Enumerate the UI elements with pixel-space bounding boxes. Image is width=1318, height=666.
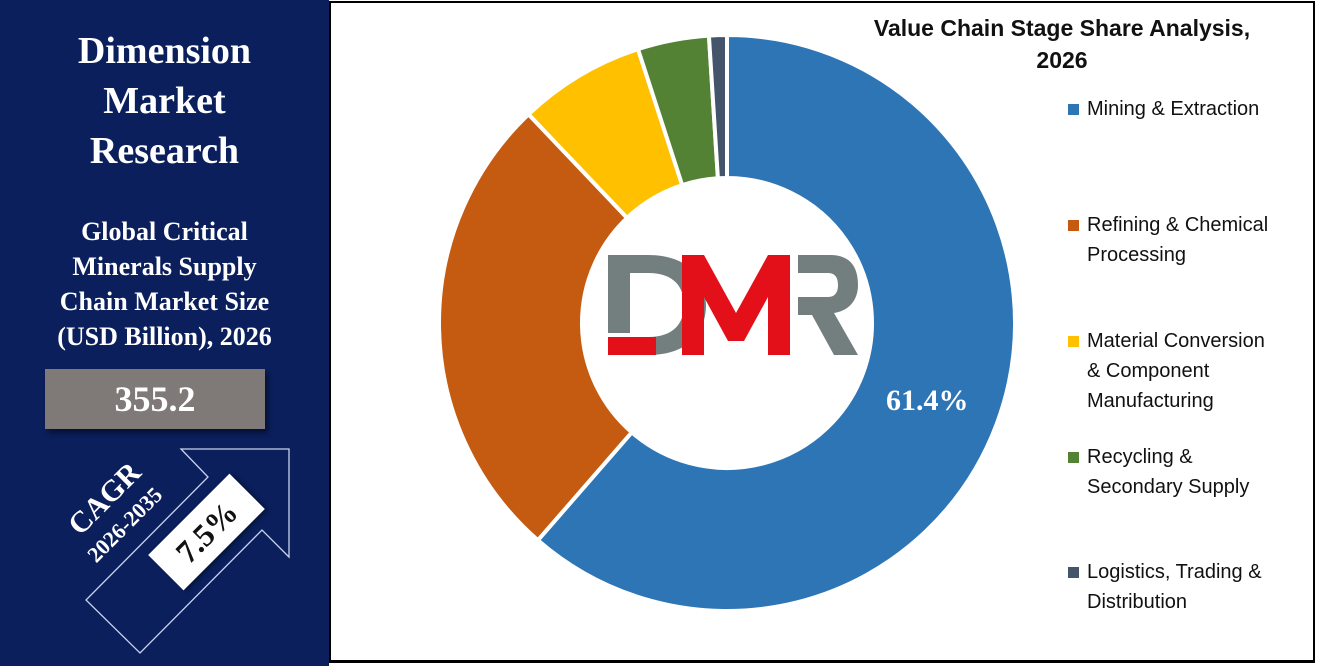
legend-swatch-icon — [1068, 220, 1079, 231]
left-info-panel: Dimension Market Research Global Critica… — [0, 0, 329, 666]
growth-arrow-icon — [85, 448, 290, 654]
legend-swatch-icon — [1068, 104, 1079, 115]
data-label-mining: 61.4% — [886, 384, 969, 417]
subtitle-line-2: Minerals Supply — [72, 252, 257, 281]
legend-swatch-icon — [1068, 452, 1079, 463]
chart-title: Value Chain Stage Share Analysis, 2026 — [862, 12, 1262, 76]
subtitle-line-4: (USD Billion), 2026 — [57, 322, 272, 351]
chart-title-line-1: Value Chain Stage Share Analysis, — [873, 15, 1251, 41]
legend-label: Logistics, Trading & Distribution — [1087, 561, 1262, 613]
legend-label: Recycling & Secondary Supply — [1087, 446, 1250, 498]
chart-title-line-2: 2026 — [1036, 47, 1088, 73]
donut-slice-mining[interactable] — [535, 32, 1017, 613]
subtitle-line-3: Chain Market Size — [59, 287, 270, 316]
brand-line-2: Market — [103, 80, 226, 122]
legend-label: Material Conversion & Component Manufact… — [1087, 330, 1265, 412]
subtitle-line-1: Global Critical — [81, 217, 248, 246]
legend-label: Refining & Chemical Processing — [1087, 214, 1269, 266]
donut-slice-logistics[interactable] — [706, 32, 729, 181]
dmr-logo-icon — [608, 255, 858, 355]
donut-slice-refining[interactable] — [437, 111, 635, 544]
brand-line-3: Research — [89, 130, 240, 172]
legend-swatch-icon — [1068, 567, 1079, 578]
legend-swatch-icon — [1068, 336, 1079, 347]
chart-frame — [329, 1, 1315, 663]
market-size-value: 355.2 — [45, 369, 265, 429]
brand-line-1: Dimension — [77, 30, 252, 72]
legend-label: Mining & Extraction — [1087, 98, 1260, 120]
